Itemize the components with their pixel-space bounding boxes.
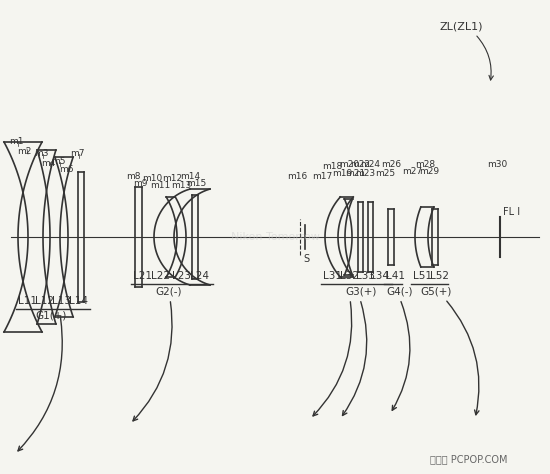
Text: m5: m5 <box>51 157 65 166</box>
Text: m6: m6 <box>59 165 73 174</box>
Text: m4: m4 <box>41 159 55 168</box>
Text: L13: L13 <box>52 296 71 306</box>
Text: G5(+): G5(+) <box>420 286 452 296</box>
Text: m17: m17 <box>312 172 332 181</box>
Text: m1: m1 <box>9 137 23 146</box>
Text: m23: m23 <box>355 169 375 178</box>
Text: L12: L12 <box>35 296 54 306</box>
Text: L31: L31 <box>323 271 342 281</box>
Text: L11: L11 <box>18 296 37 306</box>
Text: m28: m28 <box>415 160 435 169</box>
Text: L14: L14 <box>69 296 88 306</box>
Text: L33: L33 <box>356 271 375 281</box>
Text: m21: m21 <box>345 169 365 178</box>
Text: m16: m16 <box>287 172 307 181</box>
Text: S: S <box>303 254 309 264</box>
Text: m22: m22 <box>350 160 370 169</box>
Text: FL I: FL I <box>503 207 520 217</box>
Text: G4(-): G4(-) <box>386 286 412 296</box>
Text: G3(+): G3(+) <box>345 286 376 296</box>
Text: m12: m12 <box>162 174 182 183</box>
Text: m8: m8 <box>126 172 140 181</box>
Text: L51: L51 <box>413 271 432 281</box>
Text: m10: m10 <box>142 174 162 183</box>
Text: m11: m11 <box>150 181 170 190</box>
Text: m26: m26 <box>381 160 401 169</box>
Text: L21: L21 <box>133 271 152 281</box>
Text: L32: L32 <box>340 271 359 281</box>
Text: L22: L22 <box>151 271 170 281</box>
Text: G2(-): G2(-) <box>155 286 182 296</box>
Text: m15: m15 <box>186 179 206 188</box>
Text: m13: m13 <box>171 181 191 190</box>
Text: L52: L52 <box>430 271 449 281</box>
Text: L23: L23 <box>172 271 191 281</box>
Text: ZL(ZL1): ZL(ZL1) <box>440 21 483 31</box>
Text: m2: m2 <box>17 147 31 156</box>
Text: 泡泡网 PCPOP.COM: 泡泡网 PCPOP.COM <box>430 454 508 464</box>
Text: m7: m7 <box>70 149 84 158</box>
Text: m9: m9 <box>133 179 147 188</box>
Text: m19: m19 <box>332 169 352 178</box>
Text: m18: m18 <box>322 162 342 171</box>
Text: G1(+): G1(+) <box>35 311 67 321</box>
Text: m3: m3 <box>34 149 48 158</box>
Text: L24: L24 <box>190 271 209 281</box>
Text: L34: L34 <box>370 271 389 281</box>
Text: m27: m27 <box>402 167 422 176</box>
Text: m20: m20 <box>339 160 359 169</box>
Text: m25: m25 <box>375 169 395 178</box>
Text: Nikon Tomorrow: Nikon Tomorrow <box>230 232 320 242</box>
Text: m30: m30 <box>487 160 507 169</box>
Text: L41: L41 <box>386 271 405 281</box>
Text: m14: m14 <box>180 172 200 181</box>
Text: m24: m24 <box>360 160 380 169</box>
Text: m29: m29 <box>419 167 439 176</box>
